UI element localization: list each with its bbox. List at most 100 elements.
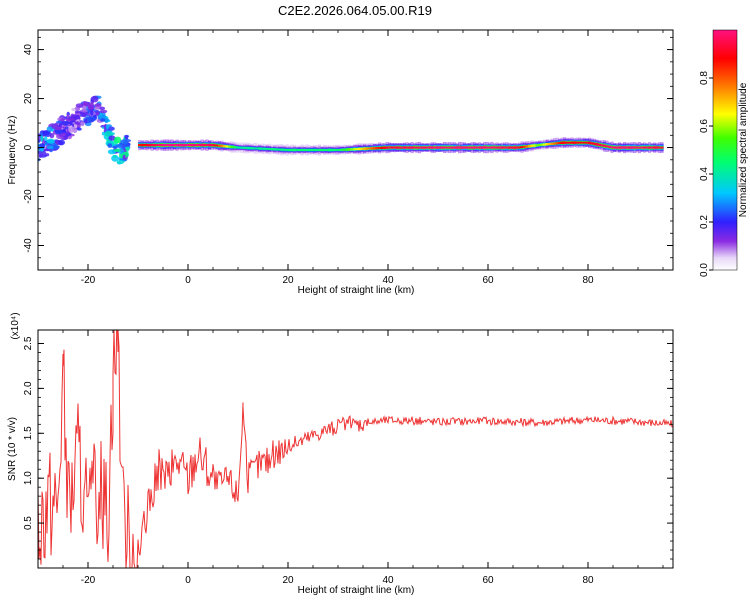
spectrogram-content bbox=[38, 95, 664, 165]
spectrogram-cell bbox=[435, 146, 439, 149]
spectrogram-cell bbox=[570, 141, 574, 144]
spectrogram-cell bbox=[153, 144, 157, 147]
spectrogram-cell bbox=[333, 148, 337, 151]
spectrogram-cell bbox=[438, 146, 442, 149]
spectrogram-blob bbox=[90, 109, 94, 116]
spectrogram-cell bbox=[188, 143, 192, 147]
spectrogram-cell bbox=[385, 146, 389, 149]
spectrogram-blob bbox=[124, 134, 129, 140]
spectrogram-cell bbox=[290, 148, 294, 152]
spectrogram-blob bbox=[66, 114, 70, 119]
spectrogram-cell bbox=[383, 146, 387, 149]
spectrogram-cell bbox=[423, 146, 427, 149]
spectrogram-x-ticks: -20 0 20 40 60 80 bbox=[37, 30, 664, 286]
spectrogram-cell bbox=[218, 144, 222, 147]
spectrogram-cell bbox=[355, 148, 359, 151]
spectrogram-cell bbox=[493, 146, 497, 149]
spectrogram-cell bbox=[498, 146, 502, 149]
spectrogram-cell bbox=[450, 146, 454, 149]
spectrogram-cell bbox=[613, 146, 617, 149]
spectrogram-cell bbox=[283, 148, 287, 151]
spectrogram-cell bbox=[433, 146, 437, 149]
spectrogram-blob bbox=[52, 145, 61, 149]
spectrogram-cell bbox=[158, 144, 162, 147]
spectrogram-cell bbox=[445, 146, 449, 149]
spectrogram-blob bbox=[54, 126, 62, 131]
spectrogram-cell bbox=[338, 149, 342, 151]
spectrogram-blob bbox=[84, 118, 88, 124]
spectrogram-cell bbox=[380, 146, 384, 149]
spectrogram-blob bbox=[113, 154, 117, 158]
spectrogram-y-axis-label: Frequency (Hz) bbox=[7, 116, 18, 185]
spectrogram-cell bbox=[245, 146, 249, 150]
spectrogram-cell bbox=[375, 147, 379, 150]
spectrogram-blob bbox=[122, 154, 126, 160]
spectrogram-cell bbox=[598, 143, 602, 146]
spectrogram-panel: -20 0 20 40 60 80 -40 -20 0 20 40 Height of strai… bbox=[7, 29, 674, 296]
spectrogram-cell bbox=[518, 146, 522, 149]
spectrogram-blob bbox=[63, 135, 68, 140]
spectrogram-cell bbox=[475, 146, 479, 149]
spectrogram-cell bbox=[278, 148, 282, 151]
snr-x-axis-label: Height of straight line (km) bbox=[298, 585, 415, 596]
spectrogram-cell bbox=[353, 148, 357, 151]
spectrogram-cell bbox=[413, 146, 417, 149]
spectrogram-cell bbox=[628, 146, 632, 149]
chart-title: C2E2.2026.064.05.00.R19 bbox=[278, 3, 432, 18]
spectrogram-cell bbox=[458, 146, 462, 149]
spectrogram-cell bbox=[583, 141, 587, 144]
snr-y-tick-label: 2.5 bbox=[23, 336, 34, 350]
spectrogram-cell bbox=[313, 148, 317, 151]
spectrogram-blob bbox=[60, 118, 65, 122]
spectrogram-cell bbox=[395, 146, 399, 149]
spectrogram-blob bbox=[120, 139, 129, 145]
spectrogram-cell bbox=[368, 147, 372, 150]
spectrogram-cell bbox=[448, 146, 452, 149]
spectrogram-cell bbox=[235, 146, 239, 149]
snr-frame bbox=[37, 329, 674, 569]
spectrogram-blob bbox=[74, 121, 80, 125]
spectrogram-cell bbox=[335, 149, 339, 151]
spectrogram-cell bbox=[530, 144, 534, 148]
spectrogram-cell bbox=[155, 144, 159, 146]
spectrogram-frame bbox=[37, 29, 674, 271]
spectrogram-cell bbox=[175, 144, 179, 147]
spectrogram-cell bbox=[260, 147, 264, 150]
spectrogram-cell bbox=[595, 143, 599, 146]
spectrogram-cell bbox=[633, 146, 637, 149]
spectrogram-cell bbox=[215, 144, 219, 147]
spectrogram-x-tick-label: 40 bbox=[382, 275, 394, 286]
spectrogram-blob bbox=[80, 121, 85, 127]
spectrogram-blob bbox=[68, 126, 75, 133]
spectrogram-ridge bbox=[138, 137, 664, 156]
spectrogram-cell bbox=[280, 148, 284, 151]
spectrogram-cell bbox=[145, 143, 149, 147]
spectrogram-cell bbox=[550, 142, 554, 145]
spectrogram-cell bbox=[410, 146, 414, 149]
spectrogram-cell bbox=[143, 144, 147, 147]
spectrogram-cell bbox=[138, 144, 142, 147]
spectrogram-blob bbox=[42, 148, 52, 152]
spectrogram-blob bbox=[107, 143, 113, 149]
spectrogram-cell bbox=[650, 146, 654, 149]
spectrogram-cell bbox=[285, 149, 289, 151]
colorbar-tick-label: 0.4 bbox=[699, 167, 710, 181]
spectrogram-blob bbox=[112, 145, 117, 149]
spectrogram-cell bbox=[325, 149, 329, 151]
spectrogram-cell bbox=[648, 146, 652, 149]
spectrogram-cell bbox=[573, 141, 577, 144]
spectrogram-cell bbox=[170, 143, 174, 147]
spectrogram-cell bbox=[228, 145, 232, 148]
spectrogram-x-tick-label: 80 bbox=[582, 275, 594, 286]
spectrogram-cell bbox=[565, 141, 569, 144]
spectrogram-blob bbox=[113, 136, 122, 144]
spectrogram-cell bbox=[513, 146, 517, 149]
spectrogram-blob bbox=[108, 135, 116, 141]
spectrogram-blob bbox=[44, 136, 48, 142]
spectrogram-cell bbox=[560, 141, 564, 144]
spectrogram-blob bbox=[88, 104, 94, 110]
spectrogram-cell bbox=[295, 149, 299, 151]
spectrogram-cell bbox=[275, 148, 279, 151]
spectrogram-cell bbox=[585, 141, 589, 144]
